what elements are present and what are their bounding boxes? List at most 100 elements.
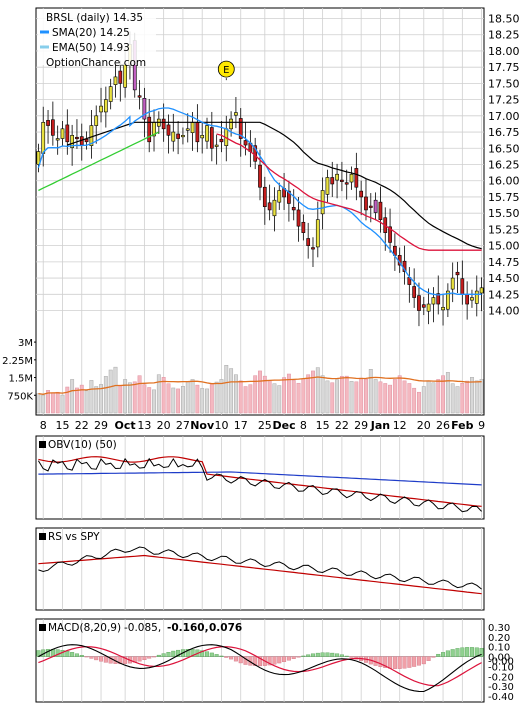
- x-tick-label: 20: [417, 419, 431, 432]
- candle-body: [315, 219, 320, 248]
- macd-signal-line: [38, 646, 482, 687]
- candle-body: [465, 294, 470, 305]
- macd-histogram-bar: [306, 654, 311, 657]
- volume-bar: [378, 381, 383, 414]
- event-marker-label: E: [223, 65, 229, 76]
- volume-bar: [479, 379, 484, 414]
- obv-panel-label: OBV(10) (50): [48, 439, 117, 451]
- macd-histogram-bar: [310, 653, 315, 657]
- macd-histogram-bar: [152, 656, 157, 658]
- candle-body: [118, 70, 123, 84]
- volume-bar: [156, 374, 161, 414]
- volume-bar: [161, 377, 166, 414]
- macd-histogram-bar: [469, 647, 474, 657]
- x-tick-label: Nov: [190, 419, 215, 432]
- volume-bar: [176, 388, 181, 414]
- macd-tick-label: 0.00: [488, 653, 510, 664]
- x-tick-label: 22: [335, 419, 349, 432]
- price-tick-label: 15.75: [488, 191, 520, 204]
- volume-bar: [137, 375, 142, 414]
- candle-body: [36, 151, 41, 165]
- candle-body: [470, 297, 474, 301]
- volume-bar: [229, 368, 234, 414]
- candle-body: [258, 164, 262, 188]
- macd-histogram-bar: [253, 656, 258, 666]
- macd-histogram-bar: [147, 656, 152, 659]
- volume-bar: [79, 384, 84, 414]
- volume-bar: [89, 380, 94, 414]
- macd-histogram-bar: [161, 653, 166, 657]
- rs-line: [38, 546, 482, 590]
- obv-legend-box: [39, 441, 46, 448]
- price-tick-label: 15.25: [488, 223, 520, 236]
- volume-bar: [171, 387, 176, 414]
- candle-body: [190, 122, 195, 134]
- volume-bar: [306, 374, 311, 414]
- volume-ma-line: [38, 376, 482, 395]
- macd-histogram-bar: [200, 650, 205, 657]
- obv-signal-line: [38, 471, 482, 486]
- macd-histogram-bar: [330, 652, 335, 657]
- volume-bar: [470, 377, 474, 414]
- price-tick-label: 17.50: [488, 77, 520, 90]
- candle-body: [41, 122, 46, 154]
- volume-bar: [417, 391, 421, 414]
- volume-bar: [402, 380, 407, 414]
- macd-histogram-bar: [445, 650, 450, 657]
- macd-histogram-bar: [70, 652, 75, 657]
- candle-body: [161, 118, 166, 130]
- macd-tick-label: -0.30: [488, 682, 514, 693]
- price-tick-label: 17.00: [488, 110, 520, 123]
- price-tick-label: 14.50: [488, 272, 520, 285]
- volume-bar: [301, 378, 306, 414]
- macd-histogram-bar: [190, 649, 195, 657]
- volume-bar: [233, 374, 238, 414]
- volume-bar: [147, 387, 152, 414]
- volume-tick-label: 2.25M: [2, 356, 33, 367]
- price-tick-label: 15.50: [488, 207, 520, 220]
- macd-histogram-bar: [166, 652, 171, 657]
- chart-title: BRSL (daily) 14.35: [46, 12, 143, 24]
- macd-histogram-bar: [214, 654, 219, 657]
- ema50-line: [216, 133, 482, 251]
- candle-body: [311, 247, 315, 250]
- price-tick-label: 16.00: [488, 175, 520, 188]
- candle-body: [113, 76, 118, 85]
- volume-bar: [185, 381, 190, 414]
- volume-bar: [272, 383, 277, 414]
- candle-body: [364, 196, 368, 211]
- macd-tick-label: 0.10: [488, 643, 510, 654]
- macd-signal-value: -0.160,: [167, 622, 209, 634]
- volume-bar: [286, 373, 291, 414]
- candle-body: [142, 98, 147, 120]
- volume-bar: [354, 381, 359, 414]
- macd-histogram-bar: [349, 656, 354, 658]
- volume-bar: [339, 376, 344, 414]
- x-tick-label: Feb: [451, 419, 474, 432]
- price-tick-label: 16.25: [488, 159, 520, 172]
- candle-body: [99, 105, 103, 113]
- candle-body: [103, 99, 108, 113]
- x-tick-label: 29: [354, 419, 368, 432]
- event-marker-circle: [217, 60, 235, 78]
- macd-histogram-bar: [229, 656, 234, 660]
- candle-body: [267, 202, 272, 211]
- candle-body: [205, 125, 209, 142]
- volume-bar: [407, 383, 412, 414]
- candle-body: [301, 221, 306, 233]
- volume-bar: [465, 380, 470, 414]
- candle-body: [325, 177, 330, 195]
- candle-body: [209, 127, 214, 149]
- candle-body: [50, 119, 55, 136]
- volume-bar: [55, 391, 60, 414]
- macd-histogram-bar: [397, 656, 402, 669]
- candle-body: [354, 168, 359, 188]
- macd-histogram-bar: [335, 653, 340, 657]
- macd-tick-label: 0.30: [488, 623, 510, 634]
- macd-histogram-bar: [137, 656, 142, 662]
- price-tick-label: 17.25: [488, 94, 520, 107]
- macd-histogram-bar: [171, 650, 176, 657]
- volume-bar: [258, 370, 262, 414]
- volume-bar: [94, 386, 99, 414]
- volume-bar: [166, 383, 171, 414]
